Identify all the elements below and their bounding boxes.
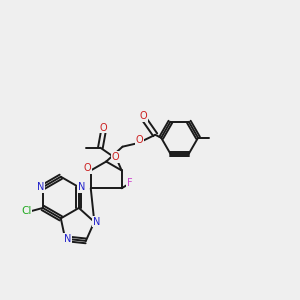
Text: N: N — [64, 234, 71, 244]
Text: O: O — [100, 123, 107, 133]
Text: N: N — [77, 182, 85, 192]
Text: O: O — [84, 164, 92, 173]
Text: F: F — [127, 178, 133, 188]
Text: O: O — [136, 135, 143, 145]
Text: Cl: Cl — [21, 206, 32, 216]
Text: O: O — [111, 152, 119, 162]
Text: O: O — [140, 111, 147, 122]
Text: N: N — [93, 217, 100, 227]
Text: N: N — [37, 182, 44, 192]
